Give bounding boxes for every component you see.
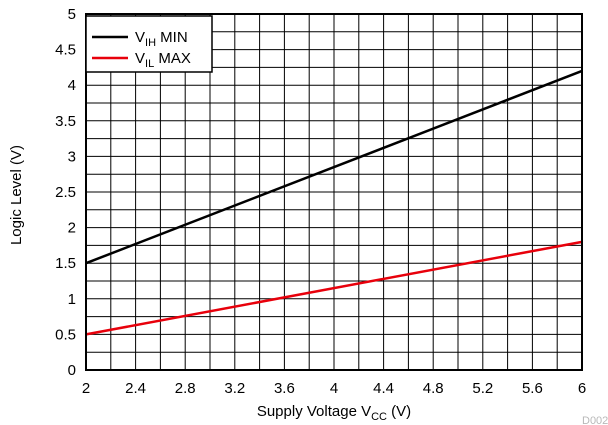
y-tick-label: 4	[68, 77, 76, 94]
y-tick-label: 1.5	[55, 255, 76, 272]
x-tick-label: 2.4	[125, 380, 146, 397]
x-tick-label: 4	[330, 380, 338, 397]
legend-label-vih: VIH MIN	[135, 29, 188, 49]
y-tick-label: 1	[68, 291, 76, 308]
x-tick-label: 4.4	[373, 380, 394, 397]
y-tick-label: 5	[68, 6, 76, 23]
legend-label-vil: VIL MAX	[135, 50, 191, 70]
series-line-il	[85, 240, 583, 336]
y-tick-label: 2.5	[55, 184, 76, 201]
x-tick-label: 6	[578, 380, 586, 397]
plot-frame	[85, 13, 583, 371]
y-tick-label: 2	[68, 220, 76, 237]
x-tick-label: 2.8	[175, 380, 196, 397]
grid-lines	[86, 14, 582, 370]
y-tick-label: 0	[68, 362, 76, 379]
y-tick-label: 4.5	[55, 42, 76, 59]
y-tick-labels: 0 0.5 1 1.5 2 2.5 3 3.5 4 4.5 5	[55, 6, 76, 379]
y-tick-label: 3.5	[55, 113, 76, 130]
x-axis-title: Supply Voltage VCC (V)	[257, 403, 411, 423]
figure-code: D002	[582, 415, 608, 425]
x-tick-label: 3.2	[224, 380, 245, 397]
x-tick-label: 3.6	[274, 380, 295, 397]
y-tick-label: 3	[68, 148, 76, 165]
x-tick-labels: 2 2.4 2.8 3.2 3.6 4 4.4 4.8 5.2 5.6 6	[82, 380, 586, 397]
y-tick-label: 0.5	[55, 326, 76, 343]
x-tick-label: 5.2	[472, 380, 493, 397]
x-tick-label: 4.8	[423, 380, 444, 397]
series-line-ih	[85, 69, 583, 265]
legend: VIH MIN VIL MAX	[85, 15, 213, 73]
y-axis-title: Logic Level (V)	[8, 145, 25, 245]
series-lines	[85, 69, 583, 336]
x-tick-label: 5.6	[522, 380, 543, 397]
x-tick-label: 2	[82, 380, 90, 397]
legend-box	[85, 15, 213, 73]
